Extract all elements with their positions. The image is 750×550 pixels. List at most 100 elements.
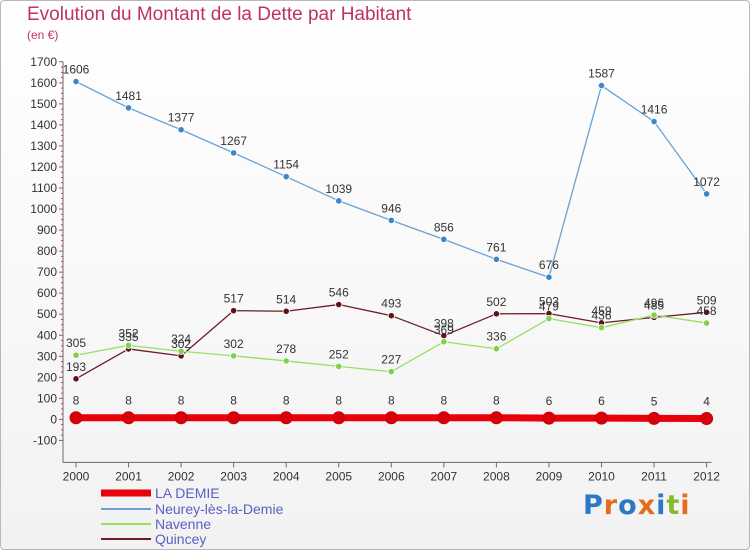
data-point xyxy=(124,341,133,349)
series-la-demie xyxy=(69,411,714,426)
x-axis-ticks: 2000 2001 2002 2003 2004 2005 2006 2007 2008 2009… xyxy=(63,462,720,483)
data-point xyxy=(597,324,606,332)
data-label: 8 xyxy=(441,394,448,408)
data-label: 8 xyxy=(283,394,290,408)
data-point xyxy=(230,307,238,315)
y-tick-label: 900 xyxy=(37,223,57,237)
y-tick-label: 700 xyxy=(37,265,57,279)
y-axis-ticks: -100 0 100 200 300 400 500 600 700 800 900 1000 1100… xyxy=(30,55,63,447)
legend-label: Quincey xyxy=(155,531,206,547)
y-tick-label: 300 xyxy=(37,349,57,363)
data-label: 8 xyxy=(493,394,500,408)
data-point xyxy=(279,411,293,425)
y-tick-label: 1500 xyxy=(30,97,57,111)
data-label: 479 xyxy=(539,300,559,314)
data-label: 8 xyxy=(73,394,80,408)
x-tick-label: 2007 xyxy=(430,469,457,483)
data-point xyxy=(440,338,448,346)
data-point xyxy=(545,315,553,323)
logo-letter: x xyxy=(637,490,657,521)
data-point xyxy=(492,255,500,263)
data-label: 305 xyxy=(66,336,86,350)
y-tick-label: 800 xyxy=(37,244,57,258)
logo-letter: P xyxy=(583,490,604,521)
data-label: 676 xyxy=(539,258,559,272)
x-tick-label: 2003 xyxy=(220,469,247,483)
data-point xyxy=(387,368,395,376)
data-label: 1416 xyxy=(641,103,668,117)
series-neurey-l-s-la-demie xyxy=(72,77,711,281)
legend: LA DEMIENeurey-lès-la-DemieNavenneQuince… xyxy=(101,485,284,547)
data-point xyxy=(72,375,80,383)
data-label: 1039 xyxy=(325,182,352,196)
data-point xyxy=(440,235,448,243)
data-label: 369 xyxy=(434,323,454,337)
y-tick-label: 1100 xyxy=(31,181,57,195)
data-point xyxy=(437,411,451,425)
legend-label: Neurey-lès-la-Demie xyxy=(155,501,284,517)
proxiti-logo: Proxiti xyxy=(583,490,691,521)
data-point xyxy=(174,411,188,425)
data-point xyxy=(72,77,80,86)
data-label: 458 xyxy=(697,304,717,318)
y-tick-label: 0 xyxy=(50,412,57,426)
data-label: 436 xyxy=(591,309,611,323)
data-label: 302 xyxy=(171,337,191,351)
data-point xyxy=(335,300,343,309)
data-point xyxy=(597,81,606,90)
data-label: 6 xyxy=(598,394,605,408)
data-label: 4 xyxy=(703,395,710,409)
data-point xyxy=(702,308,711,316)
data-point xyxy=(595,411,608,425)
data-point xyxy=(335,197,343,205)
data-label: 302 xyxy=(224,337,244,351)
data-label: 517 xyxy=(224,292,244,306)
data-label: 252 xyxy=(329,347,349,361)
legend-label: LA DEMIE xyxy=(155,485,220,501)
data-point xyxy=(489,411,503,425)
y-tick-label: 100 xyxy=(37,391,57,405)
y-tick-label: 600 xyxy=(37,286,57,300)
data-label: 856 xyxy=(434,220,454,234)
data-label: 1606 xyxy=(63,63,90,77)
y-tick-label: 400 xyxy=(37,328,57,342)
chart-subtitle: (en €) xyxy=(27,28,59,42)
data-label: 459 xyxy=(591,304,611,318)
data-labels: 8 8 8 8 8 8 8 8 8 6 6 5 4 1606 1481 1377 1267 1154 1039 946… xyxy=(63,63,721,409)
data-label: 502 xyxy=(486,295,506,309)
data-point xyxy=(72,351,80,359)
data-point xyxy=(492,310,500,318)
data-point xyxy=(384,411,398,425)
y-tick-label: 1600 xyxy=(30,76,57,90)
data-point xyxy=(335,362,343,370)
data-point xyxy=(545,273,553,281)
x-tick-label: 2002 xyxy=(168,469,195,483)
x-tick-label: 2004 xyxy=(273,469,300,483)
data-point xyxy=(282,307,290,315)
series-quincey xyxy=(72,300,711,383)
data-point xyxy=(282,357,290,365)
data-point xyxy=(332,411,346,425)
data-label: 352 xyxy=(119,326,139,340)
data-label: 336 xyxy=(486,330,506,344)
x-tick-label: 2000 xyxy=(63,469,90,483)
series-navenne xyxy=(72,311,711,376)
x-tick-label: 2008 xyxy=(483,469,510,483)
data-label: 1267 xyxy=(220,134,247,148)
data-label: 496 xyxy=(644,296,664,310)
logo-letter: r xyxy=(603,490,619,521)
data-label: 1377 xyxy=(168,111,195,125)
data-point xyxy=(230,149,238,157)
data-label: 485 xyxy=(644,298,664,312)
data-point xyxy=(647,411,661,425)
data-label: 509 xyxy=(697,293,717,307)
data-point xyxy=(387,312,395,320)
x-tick-label: 2011 xyxy=(641,469,667,483)
data-label: 8 xyxy=(125,394,132,408)
data-label: 1481 xyxy=(115,89,142,103)
y-tick-label: 1700 xyxy=(30,55,57,69)
data-point xyxy=(387,216,395,225)
data-point xyxy=(492,345,500,353)
